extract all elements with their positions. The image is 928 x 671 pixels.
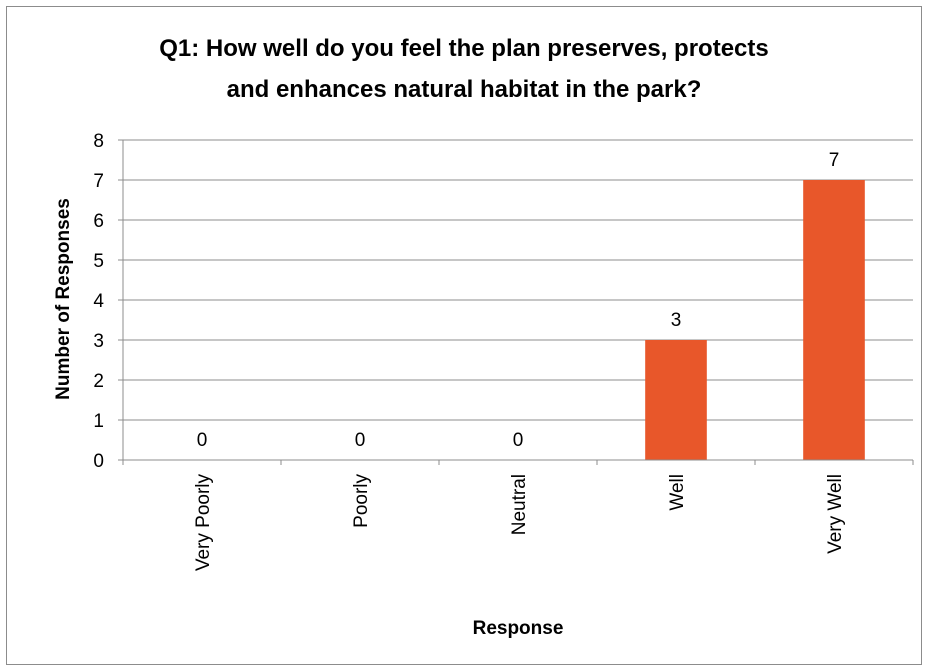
data-label: 3	[671, 310, 682, 331]
x-tick-label: Very Well	[825, 474, 846, 554]
y-tick-label: 4	[93, 291, 104, 312]
y-tick-label: 5	[93, 251, 104, 272]
y-tick-label: 1	[93, 411, 104, 432]
gridlines	[123, 139, 913, 421]
bar-well	[645, 340, 707, 460]
bars	[645, 180, 865, 460]
y-tick-label: 0	[93, 451, 104, 472]
chart-title-line-2: and enhances natural habitat in the park…	[227, 76, 702, 103]
axes: 0 1 2 3 4 5 6 7 8 Very Poorly Poorly Neutral Well Ver…	[93, 131, 914, 572]
data-label: 7	[829, 150, 840, 171]
chart-frame	[6, 6, 922, 665]
y-tick-label: 7	[93, 171, 104, 192]
data-label: 0	[355, 430, 366, 451]
x-tick-label: Well	[667, 474, 688, 511]
x-tick-label: Very Poorly	[193, 474, 214, 572]
bar-very-well	[803, 180, 865, 460]
y-axis-title: Number of Responses	[53, 198, 74, 400]
y-tick-label: 3	[93, 331, 104, 352]
x-tick-label: Poorly	[351, 474, 372, 528]
data-label: 0	[513, 430, 524, 451]
chart-title-line-1: Q1: How well do you feel the plan preser…	[159, 35, 769, 62]
data-labels: 0 0 0 3 7	[197, 150, 840, 451]
data-label: 0	[197, 430, 208, 451]
x-tick-label: Neutral	[509, 474, 530, 535]
y-tick-label: 8	[93, 131, 104, 152]
y-tick-label: 6	[93, 211, 104, 232]
x-axis-title: Response	[473, 618, 564, 639]
y-tick-label: 2	[93, 371, 104, 392]
